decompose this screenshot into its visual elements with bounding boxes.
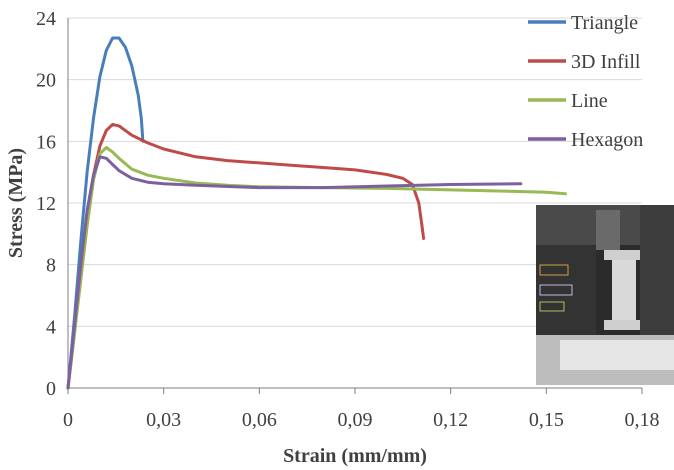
x-tick-label: 0,18 [625, 409, 660, 431]
x-axis-title: Strain (mm/mm) [283, 445, 427, 467]
legend-label-line: Line [571, 90, 608, 112]
data-series [66, 36, 567, 390]
x-tick-label: 0,12 [433, 409, 468, 431]
series-line-hexagon [66, 155, 523, 390]
legend-label-triangle: Triangle [571, 12, 638, 34]
y-tick-label: 16 [36, 131, 56, 153]
tick-labels: 0 4 8 12 16 20 24 0 0,03 0,06 0,09 0,12 0,15 0,18 [36, 8, 660, 431]
x-tick-label: 0,09 [338, 409, 373, 431]
x-tick-label: 0,03 [146, 409, 181, 431]
specimen-photo [536, 205, 674, 385]
y-axis-title: Stress (MPa) [5, 148, 27, 258]
x-tick-label: 0,15 [529, 409, 564, 431]
series-line-line [66, 146, 567, 390]
y-tick-label: 0 [46, 378, 56, 400]
legend-label-3d-infill: 3D Infill [571, 51, 641, 73]
y-tick-label: 20 [36, 70, 56, 92]
axes [67, 18, 643, 394]
y-tick-label: 24 [36, 8, 56, 30]
series-line-3d-infill [66, 122, 426, 390]
series-line-triangle [66, 36, 145, 390]
legend: Triangle 3D Infill Line Hexagon [528, 12, 643, 151]
y-tick-label: 4 [46, 316, 56, 338]
x-tick-label: 0,06 [242, 409, 277, 431]
y-tick-label: 8 [46, 255, 56, 277]
legend-label-hexagon: Hexagon [571, 129, 643, 151]
y-tick-label: 12 [36, 193, 56, 215]
x-tick-label: 0 [63, 409, 73, 431]
